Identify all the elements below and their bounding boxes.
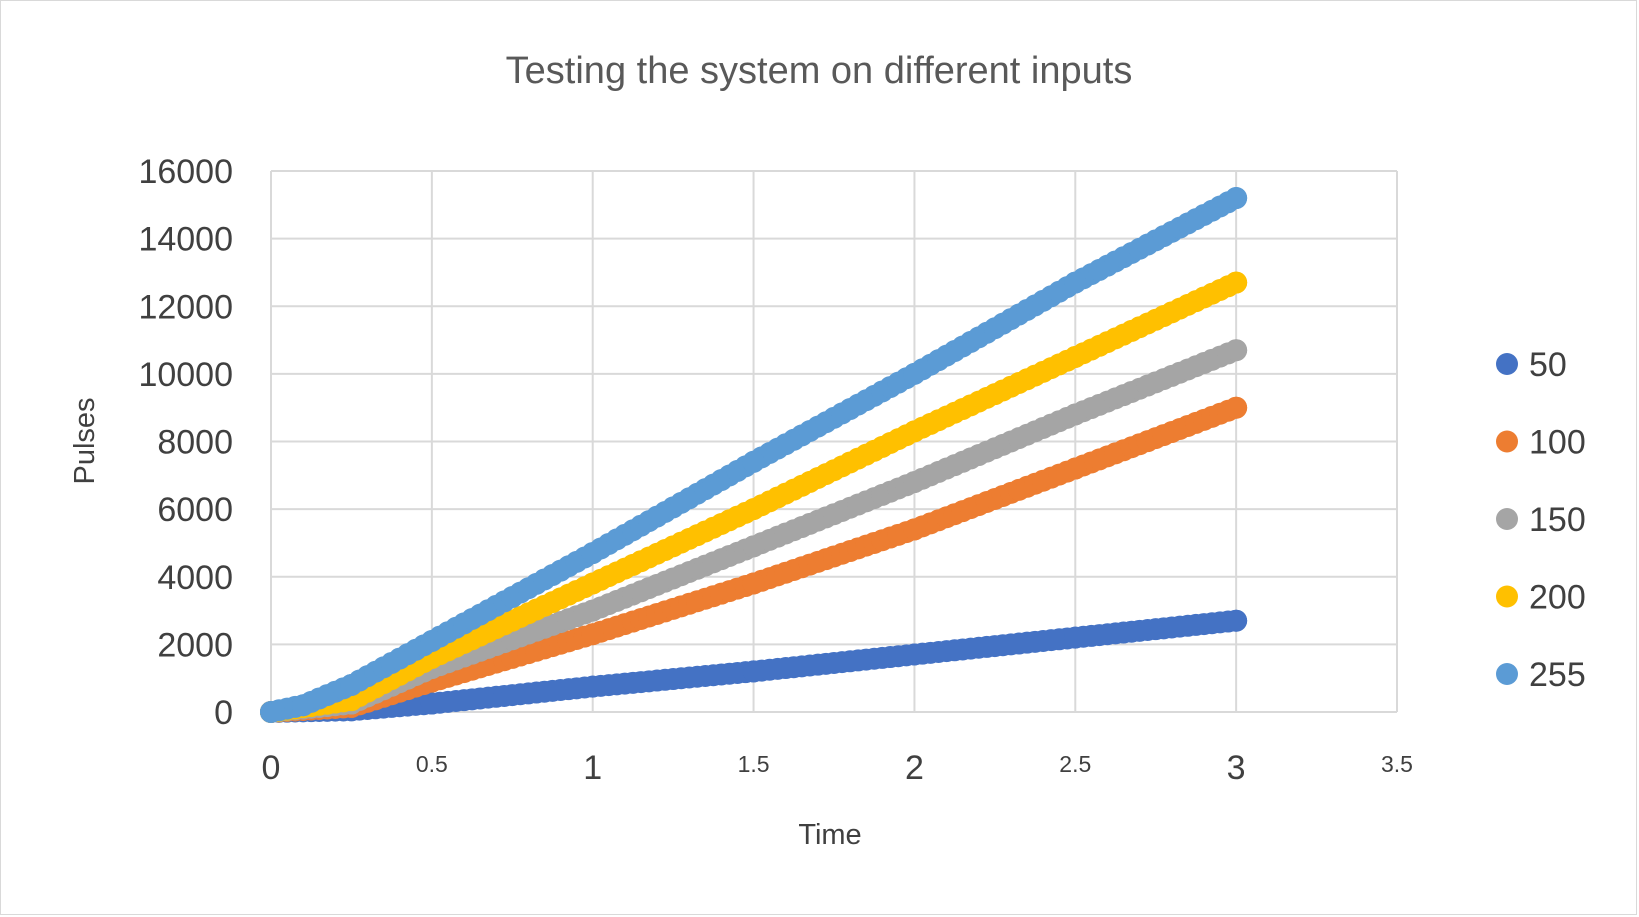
data-point (1225, 187, 1248, 210)
data-point (420, 629, 443, 652)
data-point (903, 643, 926, 666)
legend-label-200: 200 (1529, 579, 1586, 617)
data-point (742, 498, 765, 521)
y-tick-label: 12000 (138, 288, 233, 326)
y-tick-label: 0 (214, 694, 233, 732)
y-axis-label: Pulses (69, 397, 101, 484)
data-point (1225, 396, 1248, 419)
data-point (420, 692, 443, 715)
x-tick-label: 0 (262, 749, 281, 787)
y-tick-label: 4000 (157, 559, 233, 597)
data-point (903, 362, 926, 385)
data-point (1064, 345, 1087, 368)
y-tick-label: 14000 (138, 221, 233, 259)
x-tick-labels: 0 0.5 1 1.5 2 2.5 3 3.5 (262, 749, 1413, 787)
data-point (1064, 457, 1087, 480)
y-tick-label: 2000 (157, 626, 233, 664)
data-point (292, 694, 315, 717)
data-point (260, 701, 282, 723)
x-tick-label: 3 (1227, 749, 1246, 787)
data-point (903, 471, 926, 494)
legend-label-100: 100 (1529, 424, 1586, 462)
series-layer (260, 187, 1248, 723)
data-point (581, 675, 604, 698)
y-tick-label: 8000 (157, 424, 233, 462)
y-tick-label: 6000 (157, 491, 233, 529)
x-tick-label: 0.5 (416, 751, 448, 777)
x-tick-label: 3.5 (1381, 751, 1413, 777)
data-point (1225, 609, 1248, 632)
data-point (742, 450, 765, 473)
data-point (581, 623, 604, 646)
data-point (340, 673, 363, 696)
legend-marker-255 (1496, 663, 1518, 685)
legend-marker-50 (1496, 353, 1518, 375)
data-point (581, 599, 604, 622)
x-tick-label: 1.5 (738, 751, 770, 777)
data-point (742, 660, 765, 683)
data-point (903, 518, 926, 541)
x-axis-label: Time (798, 819, 861, 851)
y-tick-label: 16000 (138, 153, 233, 191)
x-tick-label: 1 (583, 749, 602, 787)
legend-label-255: 255 (1529, 656, 1586, 694)
x-tick-label: 2.5 (1059, 751, 1091, 777)
x-tick-label: 2 (905, 749, 924, 787)
legend: 50 100 150 200 255 (1496, 346, 1586, 694)
data-point (581, 572, 604, 595)
legend-marker-200 (1496, 585, 1518, 608)
data-point (742, 535, 765, 558)
chart-title: Testing the system on different inputs (506, 50, 1133, 92)
data-point (1064, 626, 1087, 649)
data-point (742, 572, 765, 595)
data-point (1225, 271, 1248, 294)
data-point (1064, 271, 1087, 294)
data-point (1064, 403, 1087, 426)
y-tick-labels: 0 2000 4000 6000 8000 10000 12000 14000 16000 (138, 153, 233, 732)
data-point (1225, 339, 1248, 362)
data-point (581, 542, 604, 565)
data-point (903, 420, 926, 443)
legend-label-50: 50 (1529, 346, 1567, 384)
legend-marker-150 (1496, 508, 1518, 530)
y-tick-label: 10000 (138, 356, 233, 394)
series-255 (260, 187, 1248, 723)
legend-label-150: 150 (1529, 501, 1586, 539)
legend-marker-100 (1496, 430, 1518, 453)
